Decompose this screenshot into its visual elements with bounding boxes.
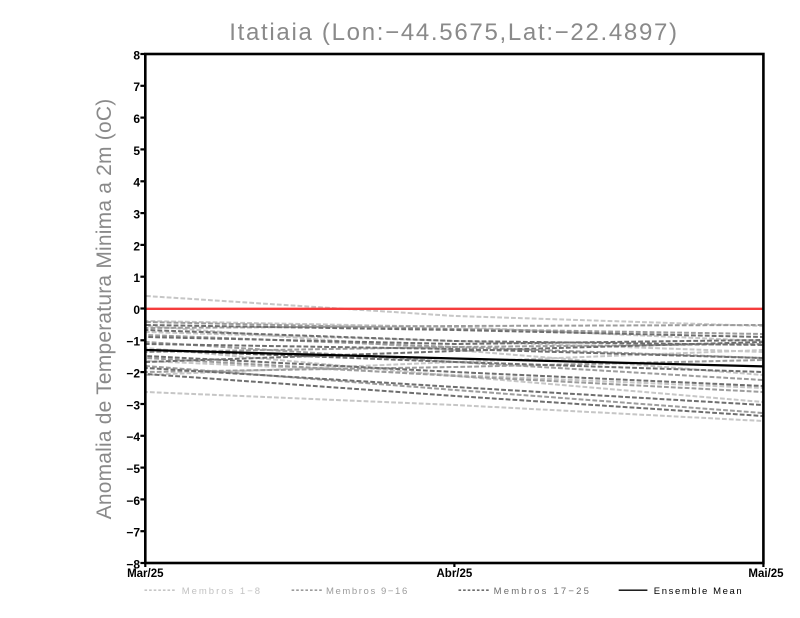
svg-text:Membros 9−16: Membros 9−16 bbox=[326, 586, 409, 597]
svg-text:3: 3 bbox=[133, 208, 140, 222]
svg-text:−5: −5 bbox=[126, 462, 140, 476]
svg-text:8: 8 bbox=[133, 48, 140, 62]
svg-text:4: 4 bbox=[133, 176, 140, 190]
svg-text:−3: −3 bbox=[126, 398, 140, 412]
svg-text:−4: −4 bbox=[126, 430, 140, 444]
svg-text:0: 0 bbox=[133, 303, 140, 317]
svg-text:Membros 1−8: Membros 1−8 bbox=[182, 586, 262, 597]
svg-text:1: 1 bbox=[133, 271, 140, 285]
svg-text:Membros 17−25: Membros 17−25 bbox=[494, 586, 592, 597]
svg-text:Abr/25: Abr/25 bbox=[437, 568, 473, 580]
svg-text:Ensemble Mean: Ensemble Mean bbox=[654, 586, 743, 597]
svg-text:−2: −2 bbox=[126, 367, 140, 381]
svg-text:7: 7 bbox=[133, 80, 140, 94]
svg-text:−1: −1 bbox=[126, 335, 140, 349]
svg-text:−8: −8 bbox=[126, 557, 140, 571]
svg-text:5: 5 bbox=[133, 144, 140, 158]
svg-text:6: 6 bbox=[133, 112, 140, 126]
svg-text:Anomalia de Temperatura Minima: Anomalia de Temperatura Minima a 2m (oC) bbox=[93, 99, 116, 520]
svg-text:Itatiaia (Lon:−44.5675,Lat:−22: Itatiaia (Lon:−44.5675,Lat:−22.4897) bbox=[229, 19, 679, 46]
svg-text:Mar/25: Mar/25 bbox=[127, 568, 164, 580]
svg-text:2: 2 bbox=[133, 239, 140, 253]
svg-text:−7: −7 bbox=[126, 526, 140, 540]
svg-text:Mai/25: Mai/25 bbox=[748, 568, 784, 580]
svg-text:−6: −6 bbox=[126, 494, 140, 508]
